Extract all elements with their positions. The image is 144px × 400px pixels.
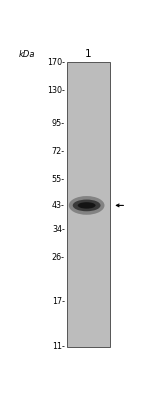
Text: 170-: 170-	[47, 58, 65, 67]
Text: 17-: 17-	[52, 297, 65, 306]
Text: 130-: 130-	[47, 86, 65, 95]
Bar	[67, 62, 109, 347]
Text: 55-: 55-	[52, 175, 65, 184]
Text: 34-: 34-	[52, 225, 65, 234]
Text: 26-: 26-	[52, 253, 65, 262]
Text: kDa: kDa	[19, 50, 36, 59]
Ellipse shape	[73, 200, 101, 211]
Text: 43-: 43-	[52, 201, 65, 210]
Text: 95-: 95-	[52, 119, 65, 128]
Text: 72-: 72-	[52, 148, 65, 156]
Text: 11-: 11-	[52, 342, 65, 351]
Ellipse shape	[78, 202, 96, 209]
Ellipse shape	[69, 196, 105, 215]
Text: 1: 1	[85, 49, 92, 59]
